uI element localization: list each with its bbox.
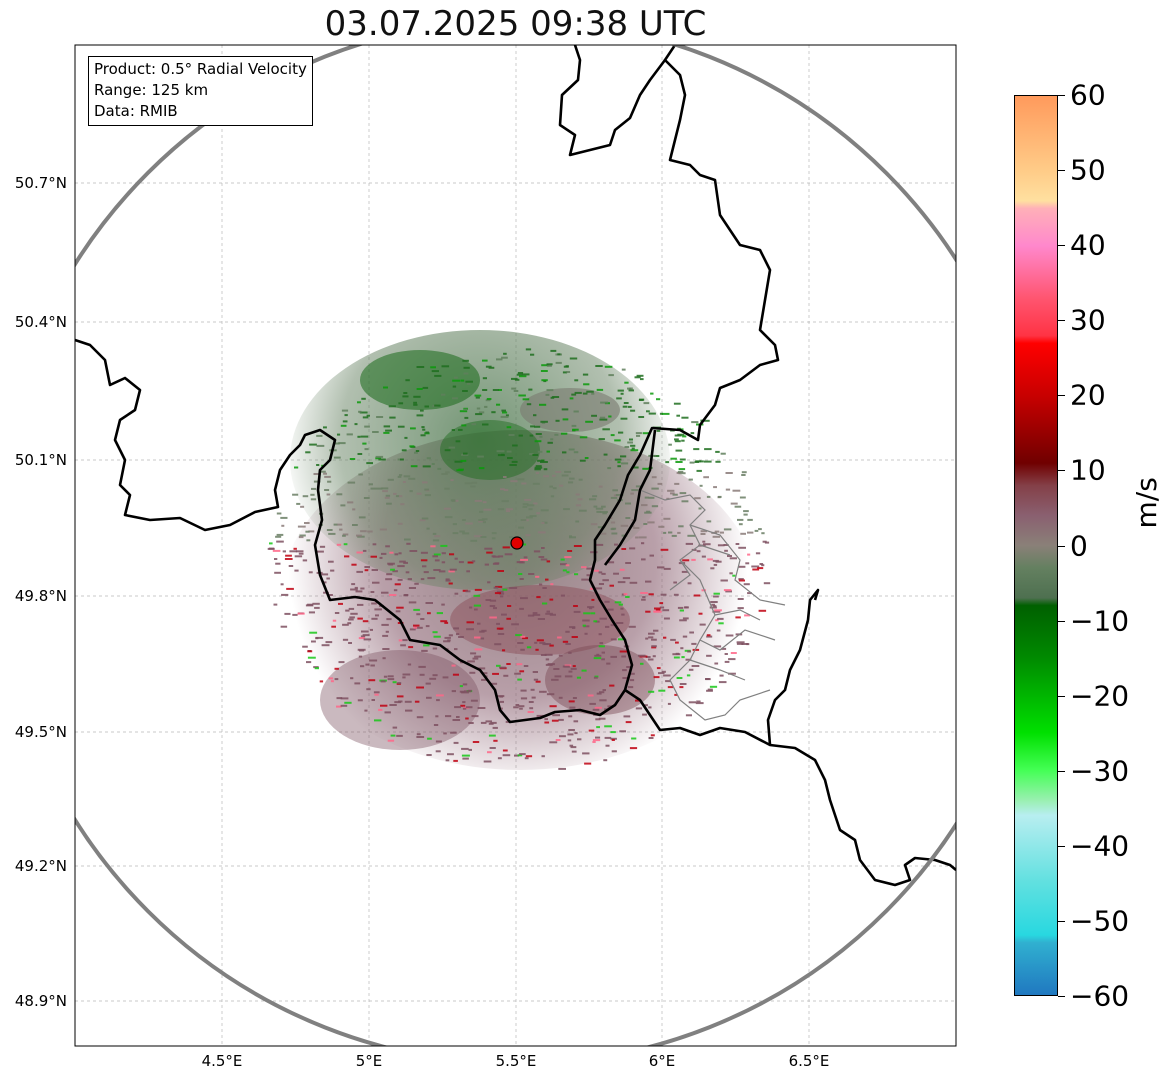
colorbar-tick [1058,470,1065,472]
colorbar-tick [1058,845,1065,847]
lat-label-49.2: 49.2°N [14,857,67,875]
lon-label-6: 6°E [648,1052,676,1070]
lon-label-4.5: 4.5°E [201,1052,243,1070]
radar-site-marker [510,536,524,550]
colorbar-tick [1058,545,1065,547]
lat-label-48.9: 48.9°N [14,992,67,1010]
colorbar-tick [1058,620,1065,622]
colorbar-tick [1058,920,1065,922]
colorbar-tick-label: −40 [1070,829,1130,863]
lon-label-6.5: 6.5°E [788,1052,830,1070]
colorbar-tick [1058,170,1065,172]
colorbar-tick-label: 30 [1070,303,1106,337]
colorbar-tick [1058,245,1065,247]
colorbar-tick [1058,996,1065,997]
lat-label-49.8: 49.8°N [14,587,67,605]
lat-label-50.7: 50.7°N [14,174,67,192]
colorbar-unit-label: m/s [1130,477,1163,529]
colorbar-tick [1058,695,1065,697]
colorbar-tick-label: 50 [1070,153,1106,187]
colorbar-tick-label: −20 [1070,679,1130,713]
colorbar-tick-label: 0 [1070,529,1088,562]
colorbar-tick-label: 20 [1070,378,1106,412]
lon-label-5.5: 5.5°E [495,1052,537,1070]
colorbar-tick [1058,320,1065,322]
colorbar-tick-label: 40 [1070,228,1106,262]
info-box: Product: 0.5° Radial Velocity Range: 125… [88,56,313,126]
admin-borders [639,489,786,721]
country-borders [75,45,956,887]
colorbar [1014,95,1058,996]
radar-echoes [267,330,771,770]
colorbar-tick [1058,770,1065,772]
colorbar-tick-label: −30 [1070,754,1130,788]
lat-label-49.5: 49.5°N [14,723,67,741]
colorbar-tick-label: −60 [1070,979,1130,1013]
map-title: 03.07.2025 09:38 UTC [324,4,707,44]
plot-frame [74,44,957,1047]
lat-label-50.1: 50.1°N [14,451,67,469]
colorbar-tick-label: 60 [1070,78,1106,112]
lon-label-5: 5°E [355,1052,383,1070]
colorbar-tick-label: −50 [1070,904,1130,938]
lat-label-50.4: 50.4°N [14,313,67,331]
info-product: Product: 0.5° Radial Velocity [94,60,307,78]
colorbar-tick [1058,395,1065,397]
colorbar-tick-label: 10 [1070,453,1106,487]
colorbar-tick-label: −10 [1070,604,1130,638]
info-data: Data: RMIB [94,102,178,120]
colorbar-tick [1058,95,1065,96]
info-range: Range: 125 km [94,81,209,99]
